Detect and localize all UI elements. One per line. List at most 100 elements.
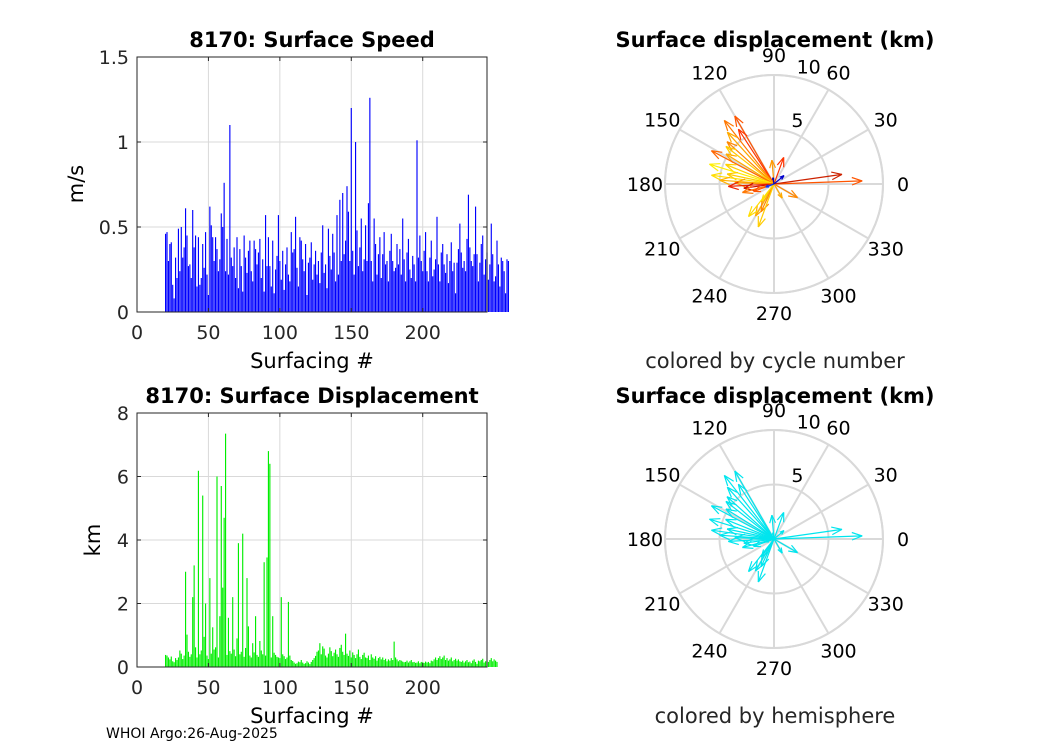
polar-top-arrow-shaft bbox=[757, 183, 775, 228]
displacement-bar bbox=[397, 661, 399, 667]
speed-bar bbox=[307, 262, 309, 312]
speed-bar bbox=[340, 261, 342, 312]
displacement-bar bbox=[403, 662, 405, 667]
polar-bottom-angle-label: 180 bbox=[627, 529, 663, 551]
displacement-bar bbox=[372, 657, 374, 667]
polar-top-arrow-head bbox=[734, 115, 744, 124]
displacement-bar bbox=[212, 627, 214, 667]
speed-bar bbox=[377, 254, 379, 312]
polar-bottom-arrow-head bbox=[734, 470, 738, 483]
displacement-bar bbox=[369, 660, 371, 667]
speed-bar bbox=[305, 244, 307, 312]
displacement-bar bbox=[343, 654, 345, 667]
speed-bar bbox=[467, 194, 469, 312]
polar-bottom-arrow-head bbox=[734, 470, 744, 479]
displacement-bar bbox=[273, 652, 275, 667]
polar-bottom-arrow-head bbox=[753, 541, 760, 547]
speed-bar bbox=[425, 232, 427, 312]
speed-bar bbox=[505, 293, 507, 312]
speed-bar bbox=[322, 225, 324, 312]
displacement-bar bbox=[263, 562, 265, 667]
speed-bar bbox=[395, 267, 397, 312]
speed-bar bbox=[479, 262, 481, 312]
speed-bar bbox=[209, 206, 211, 312]
speed-bar bbox=[409, 269, 411, 312]
speed-bar bbox=[379, 237, 381, 312]
polar-top-radial-label: 10 bbox=[797, 57, 821, 79]
speed-bar bbox=[312, 279, 314, 312]
polar-top-arrow bbox=[773, 171, 843, 185]
polar-bottom-arrow-head bbox=[727, 486, 738, 493]
polar-bottom-arrow-shaft bbox=[711, 505, 775, 540]
speed-bar bbox=[293, 249, 295, 312]
displacement-bar bbox=[419, 663, 421, 667]
speed-bar bbox=[463, 261, 465, 312]
speed-bar bbox=[443, 264, 445, 312]
displacement-bar bbox=[377, 658, 379, 667]
speed-bar bbox=[483, 274, 485, 312]
polar-top-spoke bbox=[679, 128, 775, 185]
speed-bar bbox=[356, 230, 358, 312]
displacement-bar bbox=[352, 652, 354, 667]
speed-bar bbox=[499, 286, 501, 312]
displacement-bar bbox=[313, 658, 315, 667]
polar-top-arrow-head bbox=[851, 176, 863, 182]
polar-bottom-arrow bbox=[773, 531, 863, 541]
polar-top-arrow bbox=[709, 163, 775, 185]
polar-bottom-arrow bbox=[765, 538, 775, 543]
speed-x-tick-label: 100 bbox=[262, 322, 298, 344]
speed-bar bbox=[259, 238, 261, 312]
polar-bottom-angle-label: 60 bbox=[826, 417, 850, 439]
speed-y-axis-label: m/s bbox=[64, 165, 88, 203]
displacement-bar bbox=[329, 647, 331, 667]
speed-bar bbox=[482, 235, 484, 312]
speed-bar bbox=[397, 264, 399, 312]
speed-bar bbox=[279, 261, 281, 312]
polar-top-arrow-head bbox=[709, 163, 719, 172]
displacement-bar bbox=[426, 662, 428, 667]
polar-top-arrow bbox=[723, 119, 775, 185]
speed-bar bbox=[453, 262, 455, 312]
speed-bar bbox=[353, 274, 355, 312]
speed-bar bbox=[445, 272, 447, 312]
polar-bottom-arrow-head bbox=[725, 500, 737, 506]
displacement-bar bbox=[327, 653, 329, 667]
displacement-bar bbox=[259, 640, 261, 667]
displacement-bar bbox=[337, 656, 339, 667]
displacement-bar bbox=[286, 657, 288, 667]
polar-top-arrow bbox=[773, 176, 863, 186]
polar-bottom-arrow bbox=[725, 500, 775, 540]
polar-bottom-arrow-head bbox=[791, 544, 799, 553]
displacement-bar bbox=[256, 654, 258, 667]
speed-bar bbox=[265, 215, 267, 312]
speed-bar bbox=[497, 264, 499, 312]
displacement-bar bbox=[370, 654, 372, 667]
displacement-bar bbox=[359, 656, 361, 667]
polar-bottom-arrow-shaft bbox=[709, 518, 775, 540]
polar-top-arrow-head bbox=[723, 120, 729, 132]
displacement-bar bbox=[470, 663, 472, 667]
displacement-bar bbox=[450, 657, 452, 667]
surface-speed-chart: 8170: Surface Speed Surfacing # m/s 0 50 1… bbox=[64, 28, 509, 373]
speed-bar bbox=[203, 267, 205, 312]
displacement-bar bbox=[227, 617, 229, 667]
speed-bar bbox=[215, 237, 217, 312]
polar-top-spoke bbox=[773, 128, 869, 185]
speed-bar bbox=[455, 293, 457, 312]
polar-top-spoke bbox=[773, 89, 830, 185]
polar-bottom-arrow-head bbox=[780, 547, 783, 554]
speed-bar bbox=[253, 240, 255, 312]
displacement-bar bbox=[275, 654, 277, 667]
speed-bar bbox=[300, 240, 302, 312]
speed-y-tick-label: 1 bbox=[117, 132, 129, 154]
displacement-bar bbox=[266, 557, 268, 667]
displacement-bar bbox=[443, 655, 445, 667]
displacement-bar bbox=[430, 660, 432, 667]
speed-bar bbox=[433, 269, 435, 312]
displacement-x-axis-label: Surfacing # bbox=[250, 704, 374, 728]
displacement-bar bbox=[332, 656, 334, 667]
speed-bar bbox=[333, 252, 335, 312]
polar-top-arrow-head bbox=[725, 146, 733, 157]
speed-bar bbox=[179, 271, 181, 312]
speed-bar bbox=[246, 272, 248, 312]
